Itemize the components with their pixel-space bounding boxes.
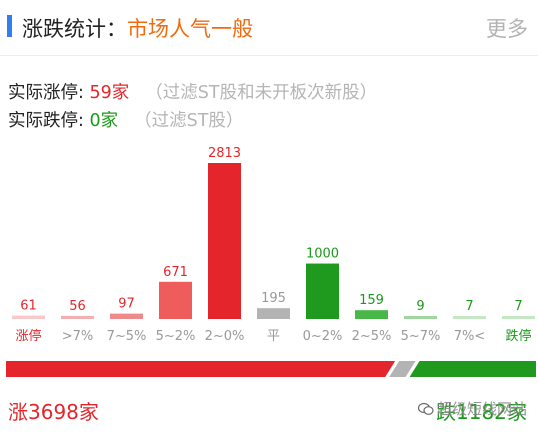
limit-down-note: （过滤ST股） (134, 111, 244, 131)
category-label: 7%< (454, 329, 486, 344)
category-label: 7~5% (107, 329, 147, 344)
limit-up-label: 实际涨停: (8, 83, 84, 103)
bar-value-label: 2813 (208, 146, 241, 161)
watermark-text: 超级短线网站 (437, 400, 528, 418)
header-accent-bar (7, 15, 12, 37)
bar-9 (453, 316, 486, 319)
bar-2 (110, 313, 143, 319)
bar-value-label: 9 (416, 299, 424, 314)
bar-value-label: 7 (514, 299, 522, 314)
bar-value-label: 1000 (306, 247, 339, 262)
category-label: 跌停 (505, 328, 531, 344)
bar-0 (12, 315, 45, 319)
market-sentiment: 市场人气一般 (127, 17, 253, 41)
bar-value-label: 56 (69, 299, 86, 314)
header-divider (0, 55, 538, 56)
limit-down-stat: 实际跌停: 0家 （过滤ST股） (8, 107, 243, 132)
limit-down-label: 实际跌停: (8, 111, 84, 131)
category-label: 2~5% (352, 329, 392, 344)
bar-8 (404, 316, 437, 319)
bar-7 (355, 310, 388, 319)
watermark: 超级短线网站 (417, 398, 528, 419)
header-label: 涨跌统计： (22, 17, 127, 41)
category-label: >7% (62, 329, 94, 344)
wechat-icon (417, 402, 434, 415)
category-label: 平 (267, 329, 280, 344)
category-label: 5~7% (401, 329, 441, 344)
category-label: 5~2% (156, 329, 196, 344)
bar-6 (306, 263, 339, 319)
distribution-chart: 61涨停56>7%977~5%6715~2%28132~0%195平10000~… (12, 146, 535, 344)
ratio-down-segment (409, 361, 536, 377)
category-label: 0~2% (303, 329, 343, 344)
bar-value-label: 671 (163, 265, 188, 280)
stats-header: 涨跌统计：市场人气一般 更多 (0, 0, 538, 54)
bar-value-label: 61 (20, 299, 37, 314)
header-title: 涨跌统计：市场人气一般 (22, 13, 253, 43)
category-label: 涨停 (15, 328, 41, 344)
bar-3 (159, 281, 192, 319)
limit-up-value: 59家 (89, 83, 130, 103)
limit-down-value: 0家 (89, 111, 119, 131)
summary-down-count: 跌1182家 (436, 400, 527, 424)
bar-4 (208, 163, 241, 319)
bar-value-label: 195 (261, 291, 286, 306)
up-down-ratio-bar (6, 361, 536, 377)
ratio-flat-segment (389, 361, 416, 377)
bar-value-label: 159 (359, 293, 384, 308)
limit-up-stat: 实际涨停: 59家 （过滤ST股和未开板次新股） (8, 79, 377, 104)
bar-10 (502, 316, 535, 319)
summary-up-count: 涨3698家 (8, 400, 99, 424)
category-label: 2~0% (205, 329, 245, 344)
bar-value-label: 7 (465, 299, 473, 314)
more-button[interactable]: 更多 (486, 17, 528, 41)
bar-value-label: 97 (118, 297, 135, 312)
bar-1 (61, 315, 94, 319)
limit-up-note: （过滤ST股和未开板次新股） (145, 83, 378, 103)
bar-5 (257, 308, 290, 319)
ratio-up-segment (6, 361, 396, 377)
